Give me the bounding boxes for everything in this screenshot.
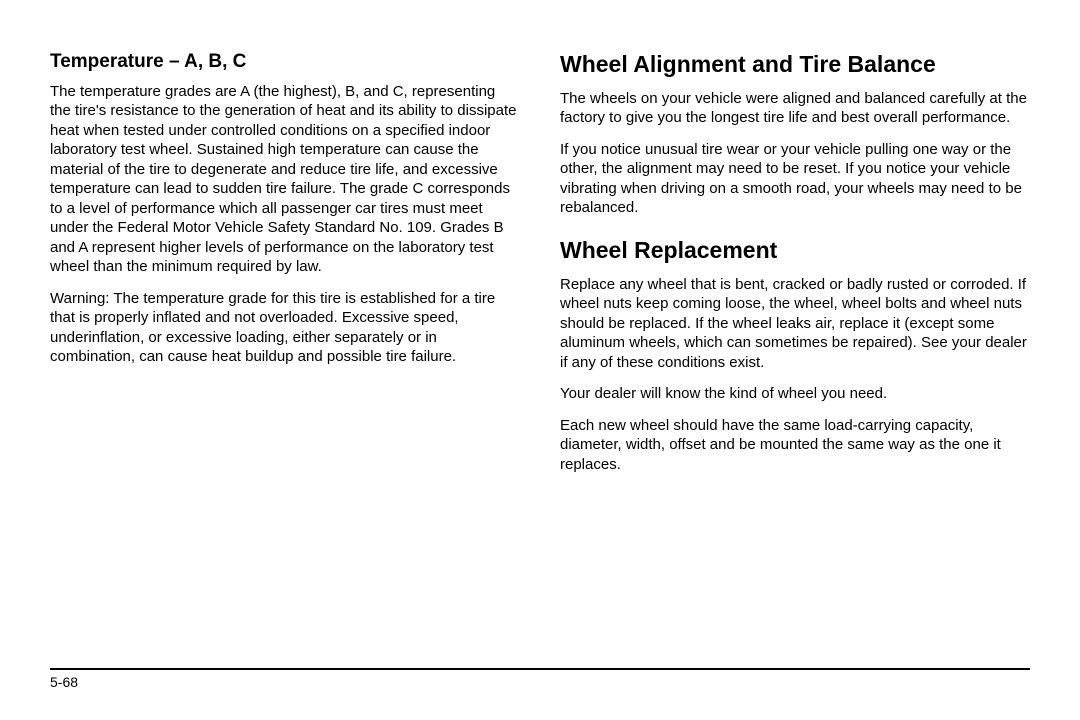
footer-rule xyxy=(50,668,1030,670)
left-column: Temperature – A, B, C The temperature gr… xyxy=(50,50,520,486)
right-column: Wheel Alignment and Tire Balance The whe… xyxy=(560,50,1030,486)
page-number: 5-68 xyxy=(50,674,1030,690)
temperature-heading: Temperature – A, B, C xyxy=(50,50,520,74)
wheel-replacement-paragraph-3: Each new wheel should have the same load… xyxy=(560,416,1030,475)
page-footer: 5-68 xyxy=(50,668,1030,690)
temperature-paragraph-1: The temperature grades are A (the highes… xyxy=(50,82,520,277)
two-column-layout: Temperature – A, B, C The temperature gr… xyxy=(50,50,1030,486)
manual-page: Temperature – A, B, C The temperature gr… xyxy=(0,0,1080,720)
wheel-alignment-heading: Wheel Alignment and Tire Balance xyxy=(560,50,1030,79)
wheel-alignment-paragraph-2: If you notice unusual tire wear or your … xyxy=(560,140,1030,218)
wheel-replacement-paragraph-1: Replace any wheel that is bent, cracked … xyxy=(560,275,1030,373)
wheel-replacement-paragraph-2: Your dealer will know the kind of wheel … xyxy=(560,384,1030,404)
temperature-paragraph-2: Warning: The temperature grade for this … xyxy=(50,289,520,367)
wheel-alignment-paragraph-1: The wheels on your vehicle were aligned … xyxy=(560,89,1030,128)
wheel-replacement-heading: Wheel Replacement xyxy=(560,236,1030,265)
